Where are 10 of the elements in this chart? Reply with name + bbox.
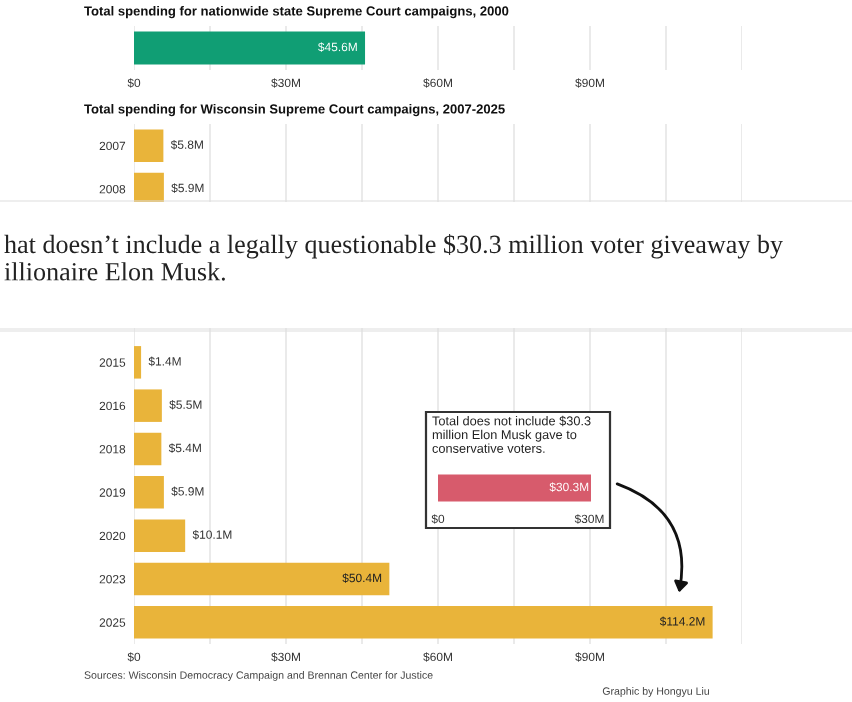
bar [134, 346, 142, 379]
bar [134, 172, 164, 206]
bar [134, 389, 162, 422]
bar [134, 562, 390, 596]
bar [134, 129, 164, 162]
bar [134, 432, 162, 466]
bar [134, 476, 164, 509]
annotation: hat doesn’t include a legally questionable $30.3 million voter giveaway by illionaire Elon Musk. [4, 234, 783, 281]
bar [134, 519, 186, 552]
bar [134, 606, 713, 639]
